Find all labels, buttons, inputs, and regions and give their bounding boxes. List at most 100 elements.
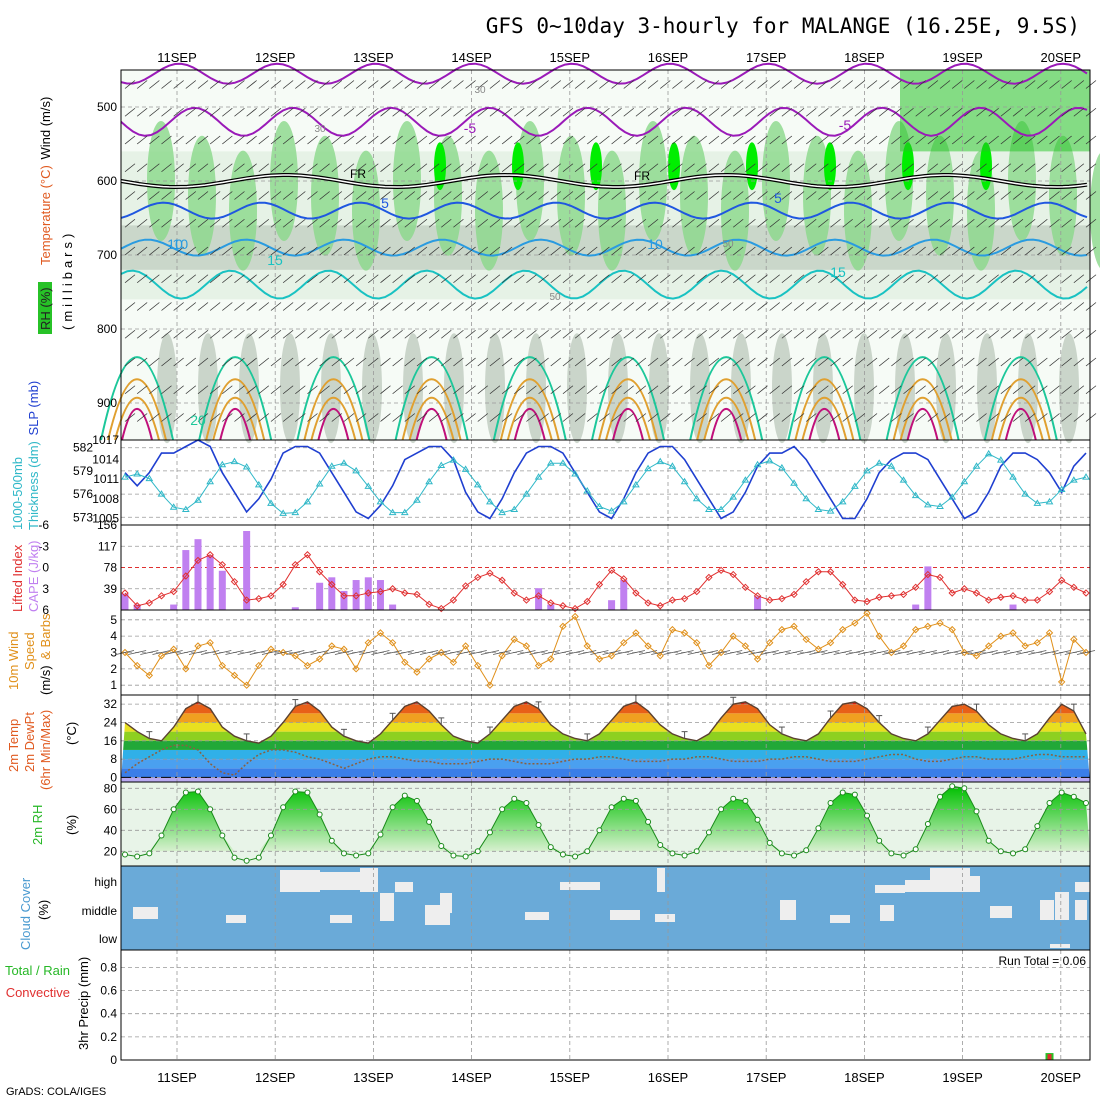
wind10m-marker (583, 642, 591, 650)
wind-barb (1012, 107, 1024, 117)
wind-barb (453, 274, 464, 284)
wind-barb (1049, 218, 1060, 228)
thickness-marker (790, 479, 798, 486)
wind10m-label-1: 10m Wind (6, 631, 21, 690)
wind-barb (149, 135, 160, 145)
lifted-index-marker (364, 589, 372, 597)
wind-barb (684, 385, 695, 395)
cloud-patch (525, 912, 549, 920)
wind-barb (428, 274, 440, 284)
wind-barb (684, 135, 695, 145)
rh2m-marker (255, 854, 262, 861)
cloud-patch (655, 914, 675, 922)
top-date-label: 19SEP (942, 50, 982, 65)
wind-barb (416, 218, 428, 228)
wind-barb (501, 135, 513, 145)
wind-barb (1024, 246, 1036, 256)
wind-barb (368, 107, 379, 117)
cape-tick-label: 117 (98, 539, 117, 553)
wind-barb (477, 413, 489, 422)
freezing-line-inner (120, 174, 1088, 188)
lifted-index-marker (425, 600, 433, 609)
wind10m-marker (437, 648, 445, 657)
wind-barb (270, 80, 282, 89)
wind-barb (1073, 163, 1085, 173)
wind-barb (708, 80, 720, 89)
wind-barb (842, 191, 853, 200)
rh-contour-label: 30 (474, 85, 486, 96)
wind-barb (1061, 135, 1072, 145)
precip-panel: 00.20.40.60.8 Run Total = 0.06 (100, 949, 1091, 1067)
cape-bar (316, 582, 324, 610)
cape-bar (608, 600, 616, 610)
wind-barb (611, 246, 622, 256)
bottom-date-label: 15SEP (550, 1070, 590, 1085)
rh2m-marker (961, 785, 968, 792)
isotherm-label: 15 (267, 252, 283, 268)
wind-barb (891, 274, 902, 284)
wind-barb (355, 191, 367, 200)
wind-barb (404, 107, 416, 117)
wind-barb (453, 135, 464, 145)
thickness-marker (960, 477, 969, 485)
wind10m-tick-label: 3 (110, 646, 117, 660)
wind-barb (489, 302, 501, 311)
wind10m-marker (911, 625, 920, 634)
rh2m-marker (462, 853, 469, 860)
wind-barb (587, 107, 598, 117)
wind-barb (891, 107, 902, 117)
lifted-index-marker (972, 589, 981, 597)
wind10m-barb (225, 650, 244, 655)
rh2m-marker (146, 850, 153, 857)
wind-barb (732, 107, 744, 117)
rh-contour-label: 30 (314, 124, 326, 135)
wind-barb (574, 107, 586, 117)
slp-tick-label: 1011 (93, 472, 119, 486)
wind-barb (854, 80, 866, 89)
rh2m-marker (681, 852, 688, 859)
wind-barb (830, 302, 841, 311)
wind-barb (1049, 246, 1060, 256)
thickness-marker (632, 480, 640, 488)
wind-barb (136, 329, 148, 339)
wind-barb (599, 218, 610, 228)
wind-barb (1000, 246, 1012, 256)
cloud-level-label: high (94, 875, 117, 889)
wind-barb (149, 246, 160, 256)
thickness-marker (571, 470, 579, 477)
wind-barb (903, 357, 914, 367)
wind-barb (562, 329, 574, 339)
wind-barb (197, 302, 209, 311)
rh2m-marker (997, 848, 1004, 855)
wind-barb (684, 274, 695, 284)
lifted-index-marker (766, 596, 774, 604)
wind10m-barb (334, 650, 354, 655)
wind-barb (891, 163, 902, 173)
wind10m-barb (1016, 650, 1035, 655)
wind-barb (1024, 329, 1036, 339)
wind-barb (599, 135, 610, 145)
wind-barb (149, 329, 160, 339)
wind-barb (392, 246, 403, 256)
wind10m-marker (194, 642, 202, 650)
lifted-index-tick-label: -3 (38, 539, 49, 553)
wind-barb (866, 329, 878, 339)
wind-barb (209, 274, 221, 284)
wind-barb (599, 107, 610, 117)
wind-barb (684, 218, 695, 228)
wind-barb (1037, 107, 1048, 117)
wind10m-barb (699, 650, 718, 655)
wind-barb (964, 302, 975, 311)
wind-barb (623, 80, 634, 89)
thickness-marker (1082, 473, 1090, 480)
wind-barb (307, 413, 318, 422)
wind-barb (951, 357, 963, 367)
wind-barb (1037, 80, 1048, 89)
wind-barb (295, 163, 306, 173)
wind-barb (830, 385, 841, 395)
wind-barb (745, 274, 756, 284)
wind-barb (538, 80, 549, 89)
wind-barb (380, 163, 391, 173)
wind-barb (270, 163, 282, 173)
